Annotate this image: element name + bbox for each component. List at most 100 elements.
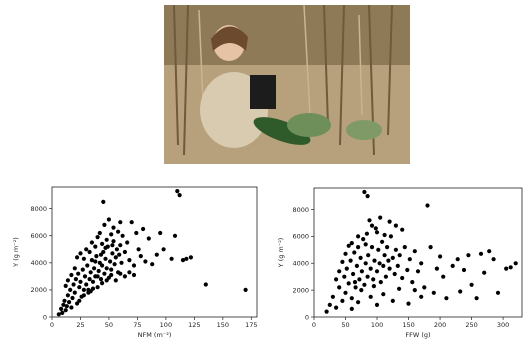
nfm-data-point [106,217,111,222]
nfm-x-tick-label: 150 [217,321,229,329]
ffw-data-point [334,277,339,282]
ffw-data-point [371,277,376,282]
nfm-data-point [63,308,68,313]
nfm-data-point [104,266,109,271]
nfm-data-point [96,268,101,274]
ffw-data-point [364,231,369,236]
nfm-data-point [93,259,98,264]
scatter-ffw-vs-yield: 0 50 100 150 200 250 300 0 2000 4000 6000 8000 FFW (… [275,185,530,345]
nfm-data-point [77,298,82,303]
nfm-x-axis-label: NFM (m⁻²) [138,331,172,339]
nfm-data-point [122,249,127,255]
nfm-x-tick-label: 0 [50,321,54,329]
nfm-data-point [95,235,100,240]
ffw-data-point [357,277,362,282]
ffw-data-point [478,251,484,256]
nfm-data-point [129,220,134,225]
ffw-data-point [368,266,373,271]
ffw-data-point [425,203,430,208]
nfm-data-point [118,243,123,248]
nfm-data-point [131,272,137,278]
nfm-data-point [146,236,151,241]
nfm-data-point [93,244,98,249]
ffw-data-point [371,284,376,289]
nfm-data-point [65,278,70,283]
nfm-data-point [85,263,90,268]
nfm-data-point [118,271,123,276]
ffw-data-point [415,269,421,274]
ffw-data-point [469,282,474,287]
ffw-y-axis-label: Y (g m⁻²) [277,238,285,269]
ffw-data-point [349,306,354,311]
nfm-y-tick-label: 0 [43,313,47,321]
nfm-data-point [67,300,72,305]
nfm-y-tick-label: 8000 [30,205,47,213]
nfm-data-point [127,258,132,263]
nfm-x-tick-label: 50 [105,321,113,329]
ffw-data-point [406,301,411,306]
ffw-data-point [348,258,353,263]
ffw-data-point [393,223,398,228]
ffw-data-point [387,219,392,224]
nfm-data-point [110,243,115,248]
ffw-x-axis-label: FFW (g) [405,331,430,339]
nfm-data-point [169,256,174,261]
ffw-data-point [354,263,359,268]
scatter-nfm-vs-yield: 0 25 50 75 100 125 150 175 0 2000 4000 6000 8000 NFM … [10,185,265,345]
ffw-data-point [334,305,339,310]
ffw-data-point [349,296,354,301]
ffw-data-point [346,243,351,248]
nfm-data-point [113,255,118,260]
ffw-data-point [419,294,424,299]
ffw-data-point [353,285,358,290]
ffw-data-point [365,274,370,279]
field-photo [164,5,410,164]
ffw-data-point [392,271,397,277]
nfm-y-tick-label: 4000 [30,259,47,267]
nfm-data-point [70,295,75,301]
ffw-data-point [368,294,373,299]
nfm-data-point [56,312,61,317]
ffw-data-point [340,298,345,303]
nfm-data-point [76,271,81,276]
nfm-data-point [134,230,139,236]
ffw-data-point [513,261,518,266]
ffw-data-point [343,251,348,256]
nfm-data-point [60,310,65,315]
ffw-data-point [410,280,415,285]
ffw-x-tick-label: 50 [341,321,349,329]
nfm-data-point [143,259,148,264]
nfm-data-point [64,304,69,309]
ffw-data-point [400,227,405,232]
nfm-plot-frame [51,186,258,318]
nfm-data-point [120,233,125,238]
ffw-data-point [378,215,383,220]
ffw-data-point [419,261,424,266]
nfm-data-point [89,258,94,263]
ffw-data-point [412,288,417,293]
ffw-data-point [444,296,449,301]
ffw-data-point [363,242,368,247]
nfm-data-point [92,266,97,271]
ffw-data-point [397,286,402,291]
nfm-data-point [97,230,102,236]
nfm-data-point [118,220,123,225]
ffw-data-point [359,288,364,293]
ffw-data-point [352,250,357,255]
nfm-data-point [203,282,208,287]
ffw-y-tick-label: 2000 [292,286,309,294]
ffw-data-point [397,253,402,258]
ffw-data-point [342,274,347,279]
ffw-data-point [393,247,398,252]
ffw-data-point [422,285,427,290]
ffw-data-point [466,253,471,258]
ffw-data-point [377,261,382,266]
nfm-data-point [112,262,117,267]
nfm-data-point [65,293,70,298]
ffw-data-point [367,218,372,223]
nfm-data-point [78,279,83,284]
ffw-data-point [383,274,388,279]
nfm-data-point [117,252,122,257]
nfm-data-point [95,274,100,279]
ffw-data-point [387,266,392,271]
